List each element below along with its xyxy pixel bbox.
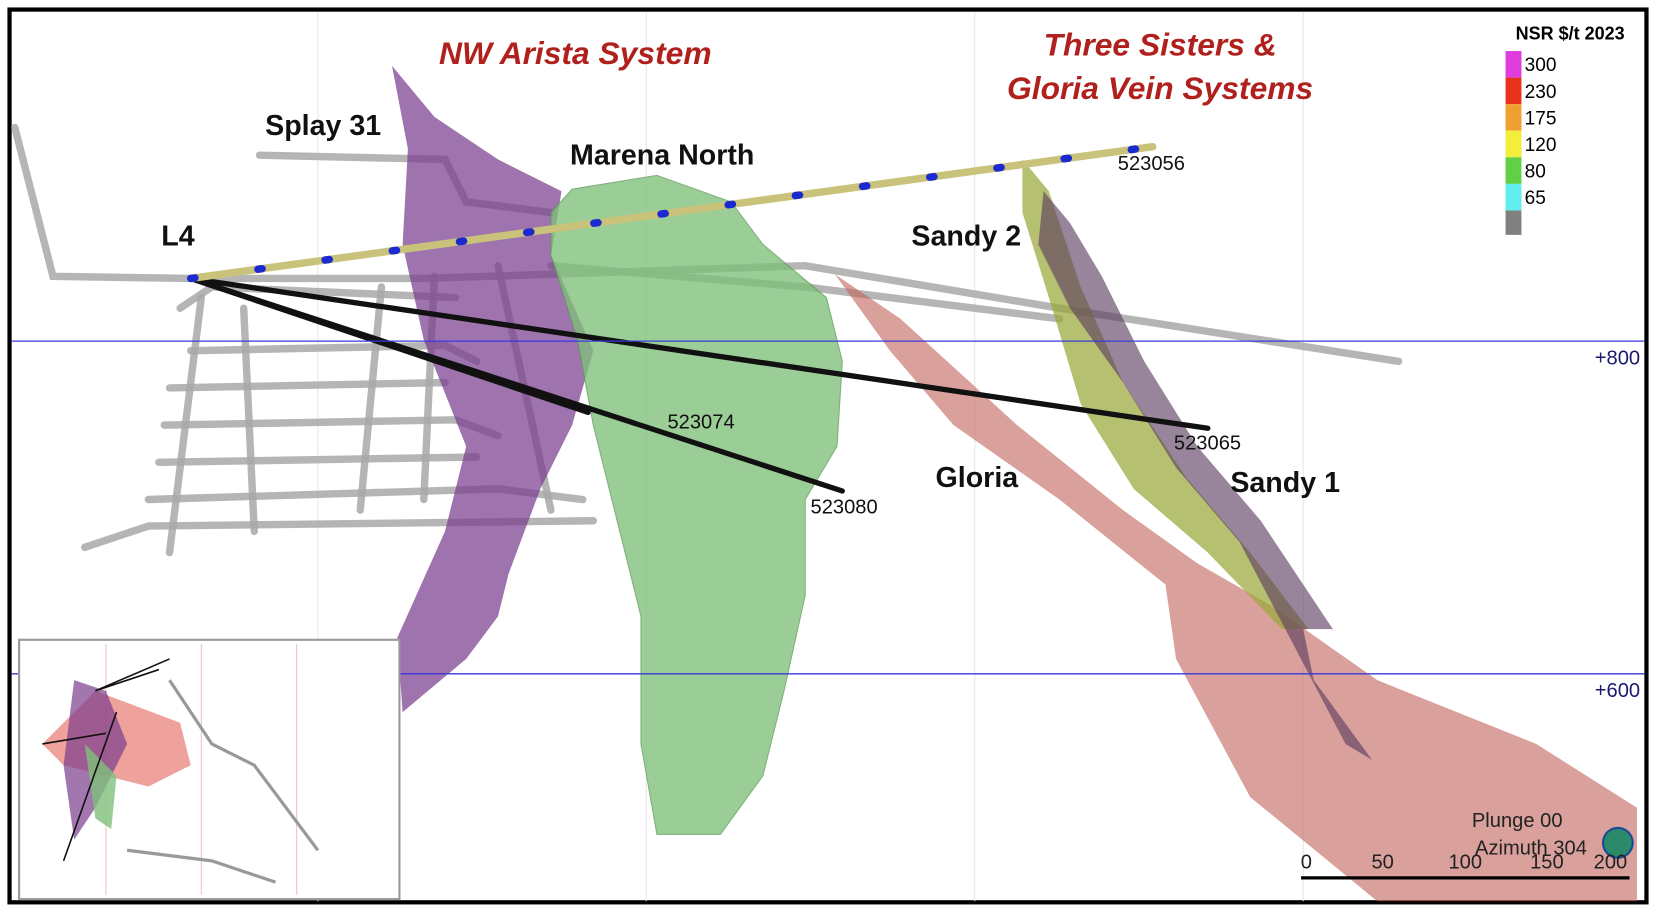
hole-id: 523065	[1174, 433, 1241, 455]
scale-bar: 0 50 100 150 200	[1301, 851, 1630, 880]
drill-holes	[187, 142, 1211, 494]
scale-label: 100	[1448, 851, 1482, 873]
zone-label: Marena North	[570, 140, 754, 172]
legend-label: 65	[1525, 188, 1546, 209]
legend-swatch	[1505, 77, 1522, 105]
zone-label: Sandy 2	[911, 220, 1021, 252]
hole-id: 523074	[667, 411, 734, 433]
hole-id: 523080	[811, 496, 878, 518]
legend-swatch	[1505, 157, 1522, 184]
scale-label: 0	[1301, 851, 1312, 873]
legend-swatch	[1505, 104, 1522, 131]
legend-title: NSR $/t 2023	[1516, 23, 1625, 43]
sandy-1-solid	[1038, 191, 1373, 760]
hole-id: 523056	[1118, 153, 1185, 175]
zone-label: L4	[161, 220, 194, 252]
legend-label: 80	[1525, 161, 1546, 182]
legend-swatch	[1505, 210, 1522, 235]
zone-label: Sandy 1	[1230, 467, 1340, 499]
legend-label: 175	[1525, 108, 1557, 129]
zone-label: Splay 31	[265, 110, 381, 142]
legend-swatch	[1505, 51, 1522, 78]
legend: NSR $/t 2023 300 230 175 120 80 65	[1505, 23, 1625, 235]
gloria-solid	[834, 274, 1637, 902]
elevation-label: +800	[1595, 348, 1640, 370]
scale-label: 200	[1594, 851, 1628, 873]
system-title: Three Sisters &	[1044, 26, 1277, 62]
legend-label: 300	[1525, 55, 1557, 76]
legend-label: 120	[1525, 135, 1557, 156]
scale-label: 50	[1371, 851, 1393, 873]
legend-swatch	[1505, 130, 1522, 158]
system-title: Gloria Vein Systems	[1007, 70, 1313, 106]
legend-label: 230	[1525, 82, 1557, 103]
legend-swatch	[1505, 183, 1522, 211]
compass	[1601, 826, 1634, 859]
zone-label: Gloria	[936, 462, 1020, 494]
inset-map	[18, 638, 401, 901]
system-title: NW Arista System	[439, 35, 712, 71]
scale-label: 150	[1530, 851, 1564, 873]
plunge: Plunge 00	[1472, 810, 1563, 832]
elevation-label: +600	[1595, 680, 1640, 702]
azimuth: Azimuth 304	[1475, 837, 1587, 859]
